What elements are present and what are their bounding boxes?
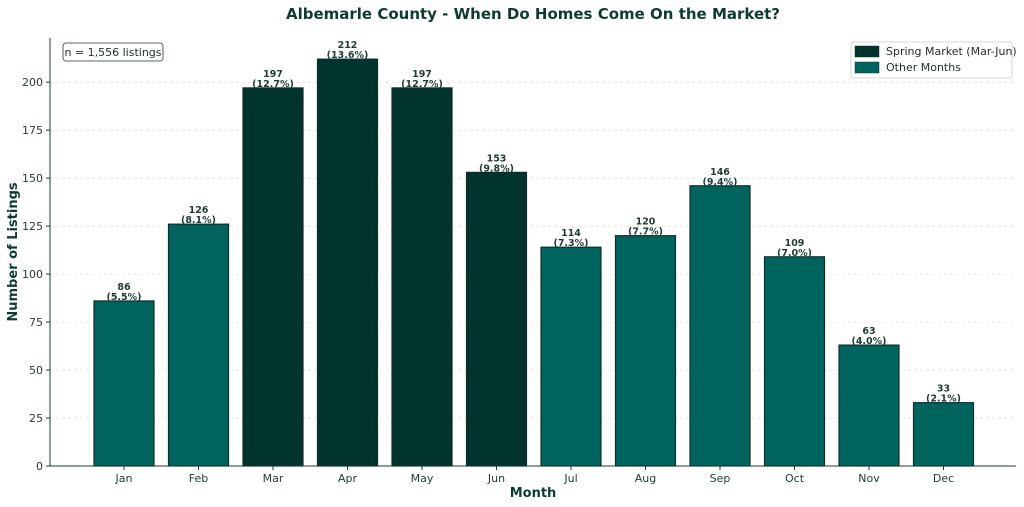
x-tick-label: May (411, 472, 434, 485)
bar-percent-label: (9.4%) (702, 177, 737, 188)
bar-percent-label: (8.1%) (181, 215, 216, 226)
bar-jan (93, 300, 155, 467)
x-tick-label: Oct (785, 472, 805, 485)
x-tick-label: Mar (263, 472, 284, 485)
bar-value-label: 153 (487, 153, 507, 164)
x-tick-label: Jul (563, 472, 577, 485)
x-tick-label: Sep (710, 472, 731, 485)
legend-swatch-other (854, 61, 880, 74)
bar-dec (912, 402, 975, 467)
x-tick-label: Feb (189, 472, 208, 485)
bar-value-label: 109 (785, 238, 805, 249)
bar-percent-label: (12.7%) (401, 79, 443, 90)
bar-value-label: 63 (862, 326, 875, 337)
bar-sep (689, 185, 751, 467)
x-tick-label: Dec (933, 472, 954, 485)
bar-percent-label: (4.0%) (851, 336, 886, 347)
bar-aug (614, 235, 677, 467)
bar-oct (763, 256, 826, 467)
bar-percent-label: (9.8%) (479, 163, 514, 174)
bar-value-label: 33 (937, 384, 950, 395)
bar-value-label: 120 (636, 217, 656, 228)
bar-jun (465, 171, 528, 467)
y-tick-label: 25 (29, 412, 43, 425)
bar-percent-label: (7.0%) (777, 248, 812, 259)
y-axis-ticks: 0 25 50 75 100 125 150 175 200 (22, 76, 50, 473)
bar-may (391, 87, 453, 467)
legend-label-spring: Spring Market (Mar-Jun) (886, 45, 1017, 58)
bar-feb (167, 223, 230, 467)
x-tick-label: Apr (338, 472, 358, 485)
bar-value-label: 86 (117, 282, 131, 293)
bar-value-label: 114 (561, 228, 581, 239)
bar-percent-label: (13.6%) (327, 50, 369, 61)
x-tick-label: Nov (858, 472, 880, 485)
chart-title: Albemarle County - When Do Homes Come On… (286, 5, 780, 23)
bar-percent-label: (7.3%) (553, 238, 588, 249)
bar-percent-label: (5.5%) (106, 292, 141, 303)
legend-label-other: Other Months (886, 61, 961, 74)
sample-size-annotation: n = 1,556 listings (62, 42, 164, 62)
bar-labels: 86(5.5%)126(8.1%)197(12.7%)212(13.6%)197… (106, 40, 961, 405)
x-axis-ticks: Jan Feb Mar Apr May Jun Jul Aug Sep Oct Nov Dec (115, 466, 954, 485)
bar-value-label: 126 (189, 205, 209, 216)
annotation-text: n = 1,556 listings (64, 46, 161, 59)
y-tick-label: 200 (22, 76, 43, 89)
bar-percent-label: (2.1%) (926, 394, 961, 405)
bar-percent-label: (12.7%) (252, 79, 294, 90)
x-tick-label: Jun (487, 472, 505, 485)
legend-box (850, 41, 1013, 79)
y-tick-label: 125 (22, 220, 43, 233)
y-tick-label: 100 (22, 268, 43, 281)
y-tick-label: 150 (22, 172, 43, 185)
bar-value-label: 146 (710, 167, 730, 178)
y-axis-label: Number of Listings (6, 182, 21, 322)
legend-swatch-spring (854, 45, 880, 58)
x-axis-label: Month (510, 486, 557, 501)
bar-value-label: 197 (263, 69, 283, 80)
y-tick-label: 50 (29, 364, 43, 377)
x-tick-label: Aug (635, 472, 656, 485)
y-tick-label: 0 (36, 460, 43, 473)
y-tick-label: 175 (22, 124, 43, 137)
bar-nov (838, 344, 900, 467)
bar-percent-label: (7.7%) (628, 227, 663, 238)
bar-value-label: 212 (338, 40, 358, 51)
bar-jul (540, 246, 602, 467)
bars (93, 58, 975, 467)
y-tick-label: 75 (29, 316, 43, 329)
x-tick-label: Jan (115, 472, 133, 485)
bar-apr (316, 58, 379, 467)
annotation-box (62, 42, 164, 62)
bar-value-label: 197 (412, 69, 432, 80)
bar-mar (242, 87, 304, 467)
legend: Spring Market (Mar-Jun) Other Months (850, 41, 1017, 79)
